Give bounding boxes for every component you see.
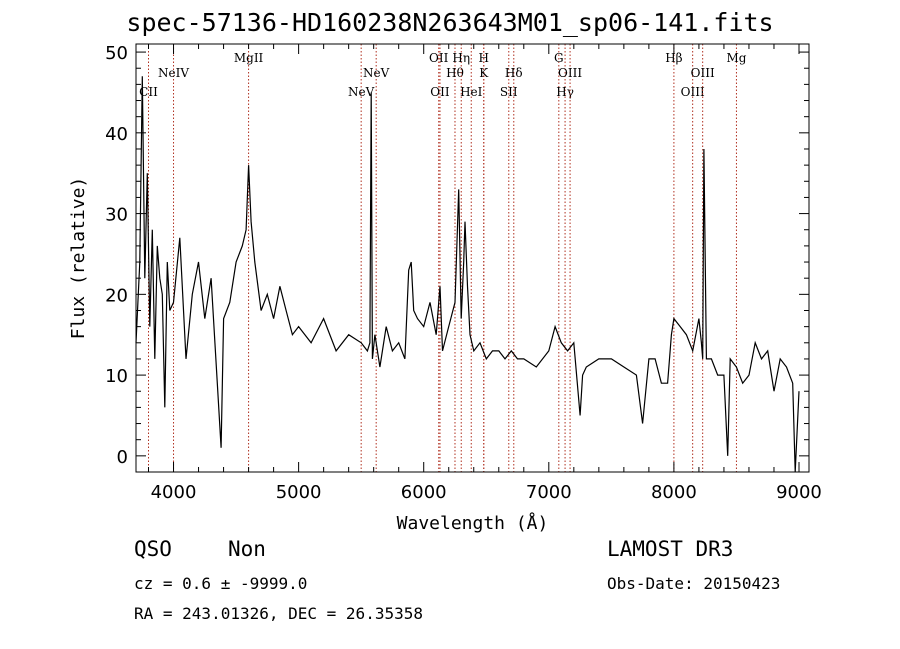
y-tick-label: 50 <box>105 43 128 64</box>
spectral-line-label: OIII <box>681 85 705 99</box>
y-tick-label: 10 <box>105 366 128 387</box>
spectral-line-label: Hβ <box>665 51 682 65</box>
y-tick-label: 0 <box>117 447 128 468</box>
y-tick-label: 20 <box>105 285 128 306</box>
spectral-line-label: OII <box>430 85 450 99</box>
chart-title: spec-57136-HD160238N263643M01_sp06-141.f… <box>126 8 774 37</box>
y-axis-label: Flux (relative) <box>68 177 89 340</box>
spectral-line-label: Hγ <box>556 85 574 99</box>
spectral-line-label: NeIV <box>158 66 189 80</box>
x-tick-label: 4000 <box>151 482 197 503</box>
x-tick-label: 6000 <box>401 482 447 503</box>
redshift-label: cz = 0.6 ± -9999.0 <box>134 574 308 593</box>
x-tick-label: 5000 <box>276 482 322 503</box>
x-tick-label: 8000 <box>651 482 697 503</box>
spectral-line-label: G <box>554 51 564 65</box>
x-axis-label: Wavelength (Å) <box>397 512 549 534</box>
spectral-line-label: NeV <box>363 66 390 80</box>
spectral-line-label: CII <box>139 85 158 99</box>
object-subclass: Non <box>228 537 266 561</box>
spectral-line-label: Hη <box>452 51 470 65</box>
spectral-line-label: Mg <box>726 51 746 65</box>
obs-date-label: Obs-Date: 20150423 <box>607 574 781 593</box>
spectral-line-label: Hδ <box>505 66 523 80</box>
spectral-line-label: NeV <box>348 85 375 99</box>
spectral-line-label: OIII <box>691 66 715 80</box>
spectral-line-label: SII <box>500 85 518 99</box>
survey-label: LAMOST DR3 <box>607 537 734 561</box>
coordinates-label: RA = 243.01326, DEC = 26.35358 <box>134 604 423 623</box>
spectral-line-label: MgII <box>234 51 264 65</box>
y-tick-label: 40 <box>105 124 128 145</box>
spectral-line-label: OIII <box>558 66 582 80</box>
spectrum-line <box>135 76 800 473</box>
plot-frame <box>135 43 810 473</box>
y-tick-label: 30 <box>105 205 128 226</box>
spectral-line-label: K <box>479 66 489 80</box>
spectral-line-label: HeI <box>460 85 483 99</box>
spectral-line-label: OII <box>429 51 449 65</box>
x-tick-label: 7000 <box>526 482 572 503</box>
spectral-line-label: Hθ <box>446 66 464 80</box>
object-class: QSO <box>134 537 172 561</box>
x-tick-label: 9000 <box>776 482 822 503</box>
